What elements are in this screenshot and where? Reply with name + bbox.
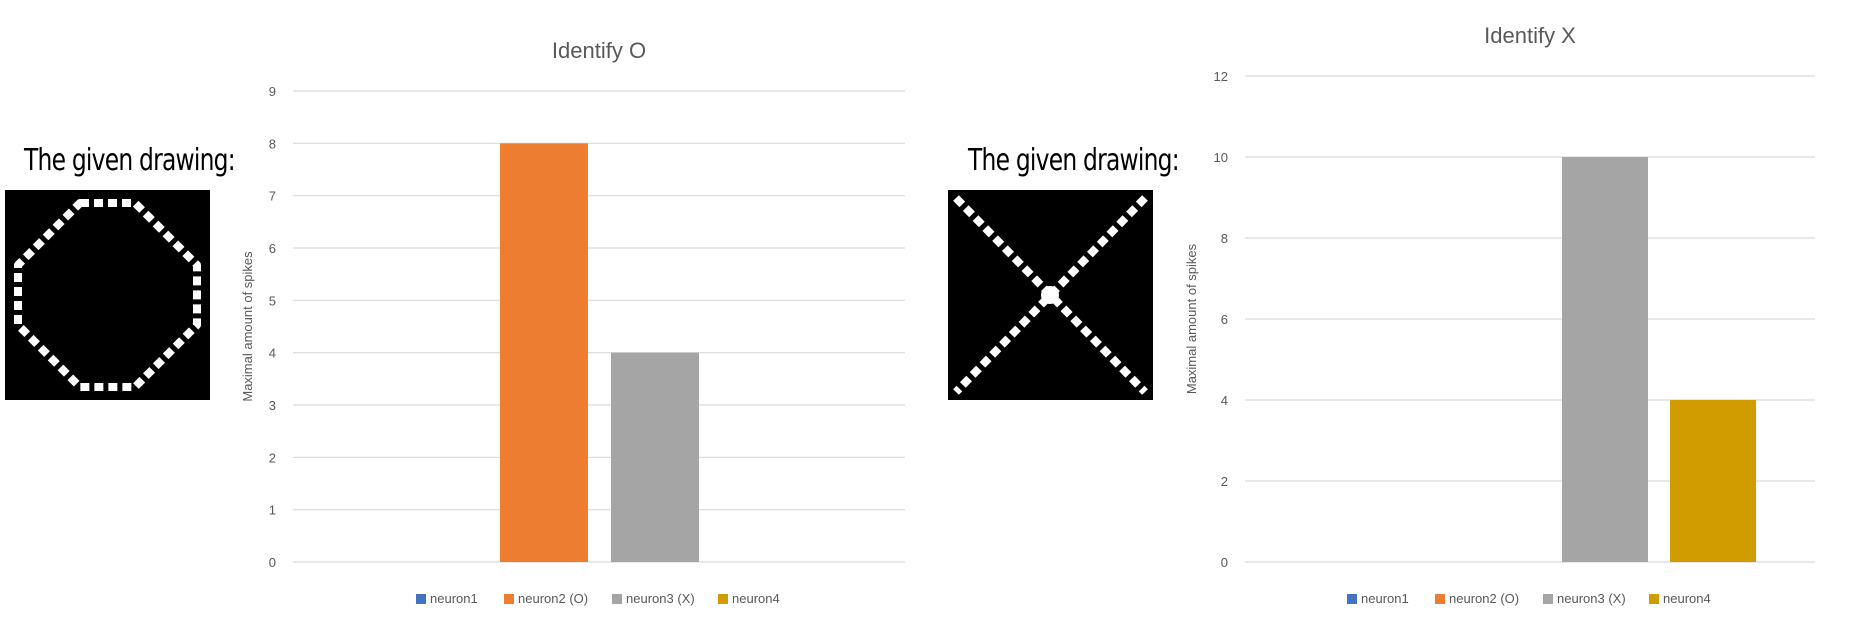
legend-label: neuron1 <box>430 591 478 606</box>
y-tick-label: 5 <box>269 293 276 308</box>
drawing-x-cross <box>948 190 1153 400</box>
legend-label: neuron3 (X) <box>626 591 695 606</box>
y-tick-label: 0 <box>269 555 276 570</box>
chart-identify-o: 0 1 2 3 4 5 6 7 8 9 Identify O Maximal amount of sp… <box>240 38 905 606</box>
bar-neuron3 <box>611 352 699 562</box>
legend-label: neuron2 (O) <box>1449 591 1519 606</box>
y-tick-label: 6 <box>1221 312 1228 327</box>
y-tick-label: 4 <box>269 346 276 361</box>
legend-label: neuron4 <box>1663 591 1711 606</box>
legend-swatch <box>1347 594 1357 604</box>
legend-label: neuron3 (X) <box>1557 591 1626 606</box>
legend-label: neuron1 <box>1361 591 1409 606</box>
legend-swatch <box>718 594 728 604</box>
y-axis-label: Maximal amount of spikes <box>240 251 255 402</box>
y-axis-label: Maximal amount of spikes <box>1184 243 1199 394</box>
legend-swatch <box>504 594 514 604</box>
drawing-label-o: The given drawing: <box>24 143 236 178</box>
bar-neuron3 <box>1562 157 1648 562</box>
y-tick-label: 0 <box>1221 555 1228 570</box>
bar-neuron2 <box>500 143 588 563</box>
y-tick-label: 4 <box>1221 393 1228 408</box>
y-tick-label: 2 <box>1221 474 1228 489</box>
legend-swatch <box>612 594 622 604</box>
y-tick-label: 3 <box>269 398 276 413</box>
y-tick-label: 2 <box>269 450 276 465</box>
y-tick-label: 6 <box>269 241 276 256</box>
legend-label: neuron4 <box>732 591 780 606</box>
legend-swatch <box>416 594 426 604</box>
y-tick-label: 8 <box>269 136 276 151</box>
bar-neuron4 <box>1670 400 1756 562</box>
y-tick-label: 8 <box>1221 231 1228 246</box>
chart-title: Identify O <box>552 38 646 63</box>
y-tick-label: 10 <box>1214 150 1228 165</box>
chart-title: Identify X <box>1484 23 1576 48</box>
y-tick-label: 9 <box>269 84 276 99</box>
y-tick-label: 12 <box>1214 69 1228 84</box>
drawing-label-x: The given drawing: <box>968 143 1180 178</box>
legend-label: neuron2 (O) <box>518 591 588 606</box>
y-tick-label: 1 <box>269 503 276 518</box>
legend-swatch <box>1543 594 1553 604</box>
drawing-octagon <box>5 190 210 400</box>
legend-swatch <box>1649 594 1659 604</box>
legend-swatch <box>1435 594 1445 604</box>
y-tick-label: 7 <box>269 189 276 204</box>
